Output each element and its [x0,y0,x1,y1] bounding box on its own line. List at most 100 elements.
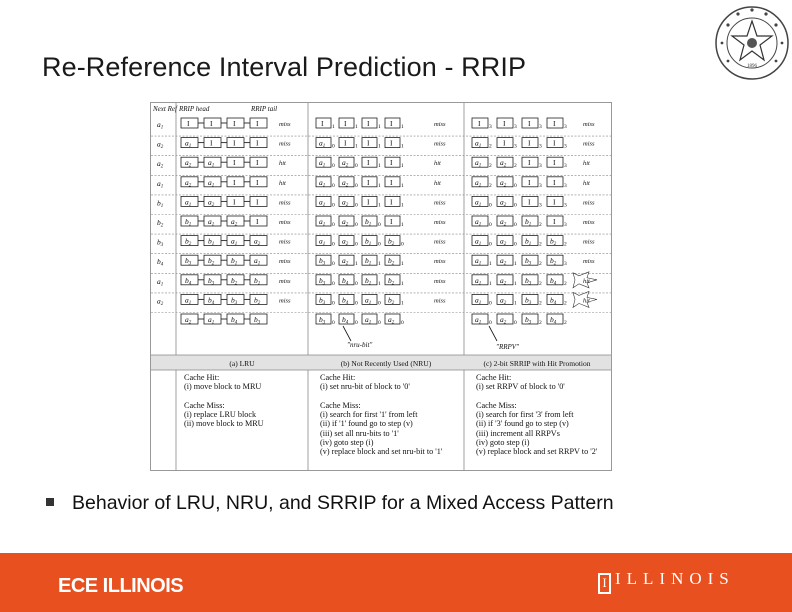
srrip-block [496,117,514,129]
srrip-block-label: b4 [550,295,557,306]
next-ref-cell: b2 [157,218,164,229]
nru-block-label: I [390,158,393,167]
nru-block-label: b2 [388,276,395,287]
nru-bit: 1 [378,183,381,189]
nru-block-label: b1 [365,217,371,228]
note-line [320,392,462,401]
srrip-rrpv: 0 [514,222,517,228]
srrip-block-label: b3 [525,295,532,306]
srrip-rrpv: 1 [514,300,517,306]
srrip-block-label: a1 [475,256,481,267]
lru-block-label: b2 [254,295,261,306]
lru-block-label: b1 [208,237,214,248]
srrip-block-label: a2 [500,197,507,208]
ece-illinois-logo: ECE ILLINOIS [58,575,184,597]
nru-bit: 0 [378,300,381,306]
srrip-rrpv: 2 [539,300,542,306]
srrip-rrpv: 1 [489,281,492,287]
nru-block-label: b2 [388,295,395,306]
nru-bit-annotation: "nru-bit" [347,341,372,349]
next-ref-cell: b1 [157,198,163,209]
srrip-rrpv: 0 [489,242,492,248]
nru-block [315,254,332,266]
nru-block [361,196,378,207]
srrip-block-label: a1 [475,178,481,189]
nru-block [361,274,378,286]
srrip-block [471,117,489,129]
lru-block-label: I [256,139,259,148]
nru-block-label: b3 [319,295,326,306]
next-ref-cell: a1 [157,277,163,288]
nru-block-label: b1 [365,237,371,248]
lru-block-label: b4 [208,295,215,306]
srrip-block-label: I [528,178,531,187]
lru-block-label: b2 [231,276,238,287]
note-line [184,392,304,401]
srrip-block [546,235,564,247]
nru-result: miss [434,239,446,246]
nru-block [361,176,378,188]
note-line: (v) replace block and set RRPV to '2' [476,447,598,457]
srrip-rrpv: 0 [489,300,492,306]
srrip-block [496,196,514,207]
srrip-block-label: I [503,119,506,128]
hit-burst-icon [572,271,598,289]
nru-block [361,293,378,305]
lru-block-label: a2 [231,217,238,228]
lru-block-label: a1 [185,139,191,150]
lru-block [249,137,268,148]
bullet-text: Behavior of LRU, NRU, and SRRIP for a Mi… [72,492,614,514]
nru-block-label: a1 [319,139,325,150]
nru-block-label: a2 [342,158,349,169]
nru-block [338,254,355,266]
nru-block-label: b3 [319,276,326,287]
srrip-rrpv: 0 [514,202,517,208]
srrip-block [496,176,514,188]
lru-block-label: a2 [185,158,192,169]
srrip-rrpv: 0 [514,183,517,189]
lru-block-label: b1 [185,217,191,228]
note-line: (iv) goto step (i) [320,438,374,448]
caption-nru: (b) Not Recently Used (NRU) [341,359,432,368]
srrip-rrpv: 3 [564,202,567,208]
nru-block-label: I [367,158,370,167]
srrip-block [471,274,489,286]
nru-block-label: b2 [388,256,395,267]
lru-block [249,235,268,247]
srrip-rrpv: 3 [514,124,517,130]
srrip-block-label: I [553,139,556,148]
srrip-block-label: I [478,119,481,128]
srrip-block-label: a1 [475,295,481,306]
nru-bit: 1 [355,144,358,150]
srrip-block [521,176,539,188]
srrip-block [521,254,539,266]
nru-bit: 0 [332,144,335,150]
lru-result: miss [279,121,291,128]
srrip-block [521,274,539,286]
note-line: Cache Miss: [476,400,517,410]
lru-block-label: I [233,178,236,187]
university-seal-icon: 1896 [715,6,789,80]
lru-block-label: I [256,119,259,128]
nru-block [361,313,378,325]
srrip-block-label: a2 [500,295,507,306]
srrip-block-label: a1 [475,217,481,228]
lru-block-label: a1 [208,178,214,189]
srrip-block-label: I [553,178,556,187]
srrip-block-label: a2 [500,256,507,267]
nru-block [315,293,332,305]
nru-block-label: I [367,119,370,128]
nru-block [338,156,355,168]
nru-block-label: a1 [319,178,325,189]
lru-block-label: b3 [231,295,238,306]
srrip-block [496,156,514,168]
nru-block-label: a1 [365,295,371,306]
lru-block [249,254,268,266]
srrip-block-label: b1 [525,237,531,248]
nru-result: miss [434,219,446,226]
srrip-block-label: a2 [500,158,507,169]
lru-block-label: a1 [208,217,214,228]
lru-block-label: b1 [254,276,260,287]
nru-bit: 1 [355,124,358,130]
